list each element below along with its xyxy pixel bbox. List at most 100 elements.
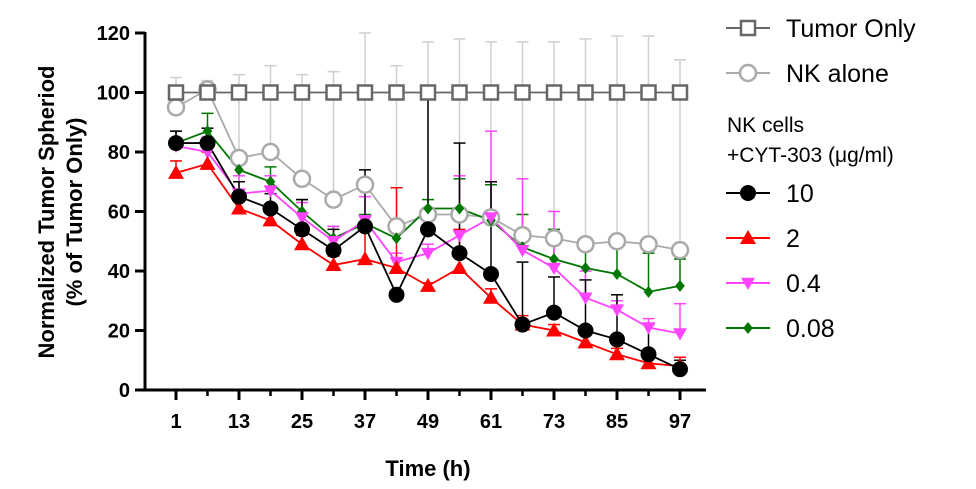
circle-marker — [420, 221, 436, 238]
series-0-4-points — [169, 140, 687, 341]
triangle-up-marker — [451, 260, 468, 275]
circle-marker — [483, 265, 499, 282]
legend-label: 10 — [786, 180, 814, 208]
circle-marker — [229, 148, 249, 168]
square-marker — [451, 84, 468, 101]
y-tick-label: 20 — [108, 321, 130, 343]
circle-marker — [670, 240, 690, 260]
triangle-up-marker — [262, 212, 279, 227]
circle-marker — [640, 346, 657, 363]
y-axis-title-line1: Normalized Tumor Spheriod — [34, 66, 59, 359]
triangle-up-marker — [199, 155, 216, 170]
square-marker — [608, 84, 626, 101]
circle-marker — [576, 234, 595, 254]
circle-marker — [231, 188, 247, 205]
series-markers — [166, 80, 690, 378]
circle-marker — [672, 361, 688, 378]
square-marker — [293, 84, 311, 101]
x-tick-label: 25 — [291, 411, 313, 433]
circle-marker — [513, 226, 532, 245]
circle-marker — [168, 135, 184, 152]
y-axis-title-line2: (% of Tumor Only) — [62, 117, 87, 306]
square-marker — [230, 84, 248, 101]
circle-marker — [166, 98, 186, 117]
triangle-down-marker — [295, 212, 309, 225]
diamond-marker — [265, 175, 276, 188]
x-tick-label: 1 — [170, 411, 181, 433]
diamond-marker — [202, 125, 213, 138]
x-tick-label: 97 — [669, 411, 691, 433]
series-tumor-only-points — [167, 84, 689, 101]
square-marker — [739, 19, 757, 37]
square-marker — [514, 84, 531, 101]
circle-marker — [325, 242, 342, 259]
circle-marker — [388, 286, 405, 303]
legend-label: 2 — [786, 225, 800, 253]
square-marker — [388, 84, 405, 101]
circle-marker — [199, 135, 216, 152]
square-marker — [325, 84, 342, 101]
diamond-marker — [612, 267, 622, 280]
triangle-down-marker — [578, 292, 593, 305]
legend-label: 0.4 — [786, 270, 821, 298]
y-tick-label: 80 — [108, 142, 130, 164]
legend-item-tumor-only: Tumor Only — [726, 15, 916, 43]
circle-marker — [577, 322, 594, 339]
circle-marker — [544, 229, 564, 248]
y-tick-label: 60 — [108, 202, 130, 224]
diamond-marker — [234, 163, 244, 176]
square-marker — [577, 84, 594, 101]
circle-marker — [387, 217, 406, 236]
legend-item-10: 10 — [726, 180, 814, 208]
triangle-down-marker — [641, 322, 656, 335]
triangle-up-marker — [325, 257, 342, 272]
triangle-down-marker — [484, 212, 498, 225]
triangle-up-marker — [577, 334, 594, 349]
triangle-up-marker — [231, 200, 247, 215]
square-marker — [671, 84, 689, 101]
triangle-up-marker — [388, 260, 405, 275]
triangle-down-marker — [452, 230, 467, 243]
triangle-down-marker — [673, 328, 687, 341]
x-axis-title: Time (h) — [385, 456, 470, 481]
triangle-up-marker — [420, 277, 436, 292]
circle-marker — [738, 63, 758, 83]
triangle-up-marker — [294, 236, 310, 251]
error-bars — [170, 32, 686, 370]
triangle-up-marker — [740, 230, 756, 244]
diamond-marker — [743, 322, 753, 334]
x-tick-label: 73 — [543, 411, 565, 433]
legend-item-2: 2 — [726, 225, 800, 253]
triangle-down-marker — [263, 185, 278, 198]
circle-marker — [262, 200, 279, 217]
circle-marker — [324, 190, 343, 209]
legend-label: 0.08 — [786, 315, 835, 343]
square-marker — [640, 84, 657, 101]
circle-marker — [514, 316, 531, 333]
x-ticks: 1 13 25 37 49 61 73 85 97 — [170, 390, 691, 433]
square-marker — [262, 84, 279, 101]
x-tick-label: 85 — [606, 411, 628, 433]
legend: NK cells +CYT-303 (μg/ml) Tumor Only NK a… — [726, 15, 916, 343]
square-marker — [545, 84, 563, 101]
triangle-up-marker — [168, 164, 184, 179]
circle-marker — [357, 218, 373, 235]
triangle-down-marker — [421, 247, 435, 261]
x-tick-label: 61 — [480, 411, 502, 433]
diamond-marker — [391, 232, 402, 245]
y-tick-label: 40 — [108, 261, 130, 283]
plot-area — [166, 32, 690, 378]
square-marker — [356, 84, 374, 101]
diamond-marker — [675, 279, 685, 292]
circle-marker — [607, 232, 627, 251]
triangle-down-marker — [547, 262, 561, 276]
triangle-up-marker — [357, 251, 373, 266]
circle-marker — [355, 175, 375, 194]
legend-group-title-line1: NK cells — [727, 114, 804, 137]
square-marker — [199, 84, 216, 101]
legend-label: Tumor Only — [786, 15, 916, 43]
y-tick-label: 100 — [97, 83, 130, 105]
y-ticks: 0 20 40 60 80 100 120 — [97, 23, 145, 402]
triangle-down-marker — [515, 244, 530, 258]
